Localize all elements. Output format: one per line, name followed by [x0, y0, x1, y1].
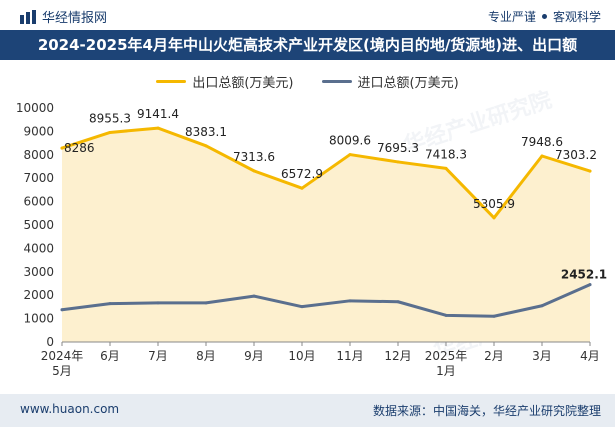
- y-tick-label: 7000: [23, 171, 54, 185]
- footer: www.huaon.com 数据来源：中国海关，华经产业研究院整理: [0, 394, 615, 427]
- export-data-label: 8286: [64, 141, 95, 155]
- export-line-point: [108, 130, 112, 134]
- export-area: [62, 128, 590, 342]
- brand-logo-icon: [20, 9, 36, 24]
- y-tick-label: 0: [46, 335, 54, 349]
- brand[interactable]: 华经情报网: [20, 7, 107, 26]
- legend: 出口总额(万美元) 进口总额(万美元): [0, 72, 615, 91]
- x-tick-label: 6月: [100, 349, 120, 363]
- export-line-point: [204, 144, 208, 148]
- import-line-point: [444, 313, 448, 317]
- dot-icon: [541, 14, 547, 19]
- y-tick-label: 3000: [23, 265, 54, 279]
- export-data-label: 7303.2: [555, 148, 597, 162]
- export-data-label: 8009.6: [329, 134, 371, 148]
- legend-item-import[interactable]: 进口总额(万美元): [321, 72, 459, 91]
- import-line-point: [204, 301, 208, 305]
- y-tick-label: 8000: [23, 148, 54, 162]
- import-line-point: [588, 283, 592, 287]
- import-line-point: [396, 300, 400, 304]
- import-line-point: [492, 314, 496, 318]
- import-line-point: [252, 294, 256, 298]
- y-tick-label: 1000: [23, 312, 54, 326]
- chart-title: 2024-2025年4月年中山火炬高技术产业开发区(境内目的地/货源地)进、出口…: [0, 30, 615, 60]
- x-tick-label: 9月: [244, 349, 264, 363]
- line-chart: 0 1000 2000 3000 4000 5000 6000 7000 8000 9000 100…: [16, 101, 607, 378]
- import-line-point: [156, 301, 160, 305]
- slogan-right: 客观科学: [552, 10, 601, 24]
- export-data-label: 7418.3: [425, 147, 467, 161]
- export-line-point: [60, 146, 64, 150]
- import-line: [60, 283, 592, 318]
- export-line-point: [156, 126, 160, 130]
- import-line-point: [348, 299, 352, 303]
- export-data-label: 8383.1: [185, 125, 227, 139]
- export-line-point: [588, 169, 592, 173]
- footer-source: 数据来源：中国海关，华经产业研究院整理: [372, 404, 601, 418]
- import-line-point: [540, 304, 544, 308]
- y-tick-label: 9000: [23, 124, 54, 138]
- export-data-label: 9141.4: [137, 107, 179, 121]
- x-tick-label: 3月: [532, 349, 552, 363]
- x-tick-label: 5月: [52, 364, 72, 378]
- slogan-left: 专业严谨: [487, 10, 536, 24]
- export-line-point: [444, 166, 448, 170]
- import-line-point: [108, 302, 112, 306]
- export-line-point: [396, 160, 400, 164]
- x-tick-label: 7月: [148, 349, 168, 363]
- export-line-point: [252, 169, 256, 173]
- export-line-point: [540, 154, 544, 158]
- export-data-label: 7948.6: [521, 135, 563, 149]
- x-tick-label: 2024年: [41, 349, 84, 363]
- y-tick-label: 5000: [23, 218, 54, 232]
- legend-swatch-export: [156, 80, 187, 83]
- import-line-point: [300, 305, 304, 309]
- y-tick-label: 6000: [23, 195, 54, 209]
- import-line-point: [60, 308, 64, 312]
- y-tick-label: 2000: [23, 288, 54, 302]
- x-tick-label: 1月: [436, 364, 456, 378]
- legend-item-export[interactable]: 出口总额(万美元): [156, 72, 294, 91]
- export-data-label: 8955.3: [89, 111, 131, 125]
- x-tick-label: 10月: [288, 349, 315, 363]
- brand-name: 华经情报网: [42, 11, 108, 26]
- legend-swatch-import: [321, 80, 352, 83]
- export-data-label: 7695.3: [377, 141, 419, 155]
- slogan: 专业严谨 客观科学: [488, 8, 601, 25]
- export-line-point: [300, 186, 304, 190]
- import-data-label: 2452.1: [561, 268, 607, 282]
- export-data-label: 5305.9: [473, 197, 515, 211]
- top-bar: 华经情报网 专业严谨 客观科学: [0, 0, 615, 30]
- x-tick-label: 12月: [384, 349, 411, 363]
- x-tick-label: 2月: [484, 349, 504, 363]
- export-line-point: [348, 153, 352, 157]
- legend-label-import: 进口总额(万美元): [357, 76, 459, 91]
- export-line-point: [492, 216, 496, 220]
- export-line: [60, 126, 592, 220]
- export-data-label: 6572.9: [281, 167, 323, 181]
- footer-url[interactable]: www.huaon.com: [20, 402, 120, 416]
- x-tick-label: 4月: [580, 349, 600, 363]
- export-data-label: 7313.6: [233, 150, 275, 164]
- y-tick-label: 10000: [16, 101, 54, 115]
- x-tick-label: 2025年: [425, 349, 468, 363]
- x-tick-label: 8月: [196, 349, 216, 363]
- legend-label-export: 出口总额(万美元): [192, 76, 294, 91]
- y-tick-label: 4000: [23, 241, 54, 255]
- x-tick-label: 11月: [336, 349, 363, 363]
